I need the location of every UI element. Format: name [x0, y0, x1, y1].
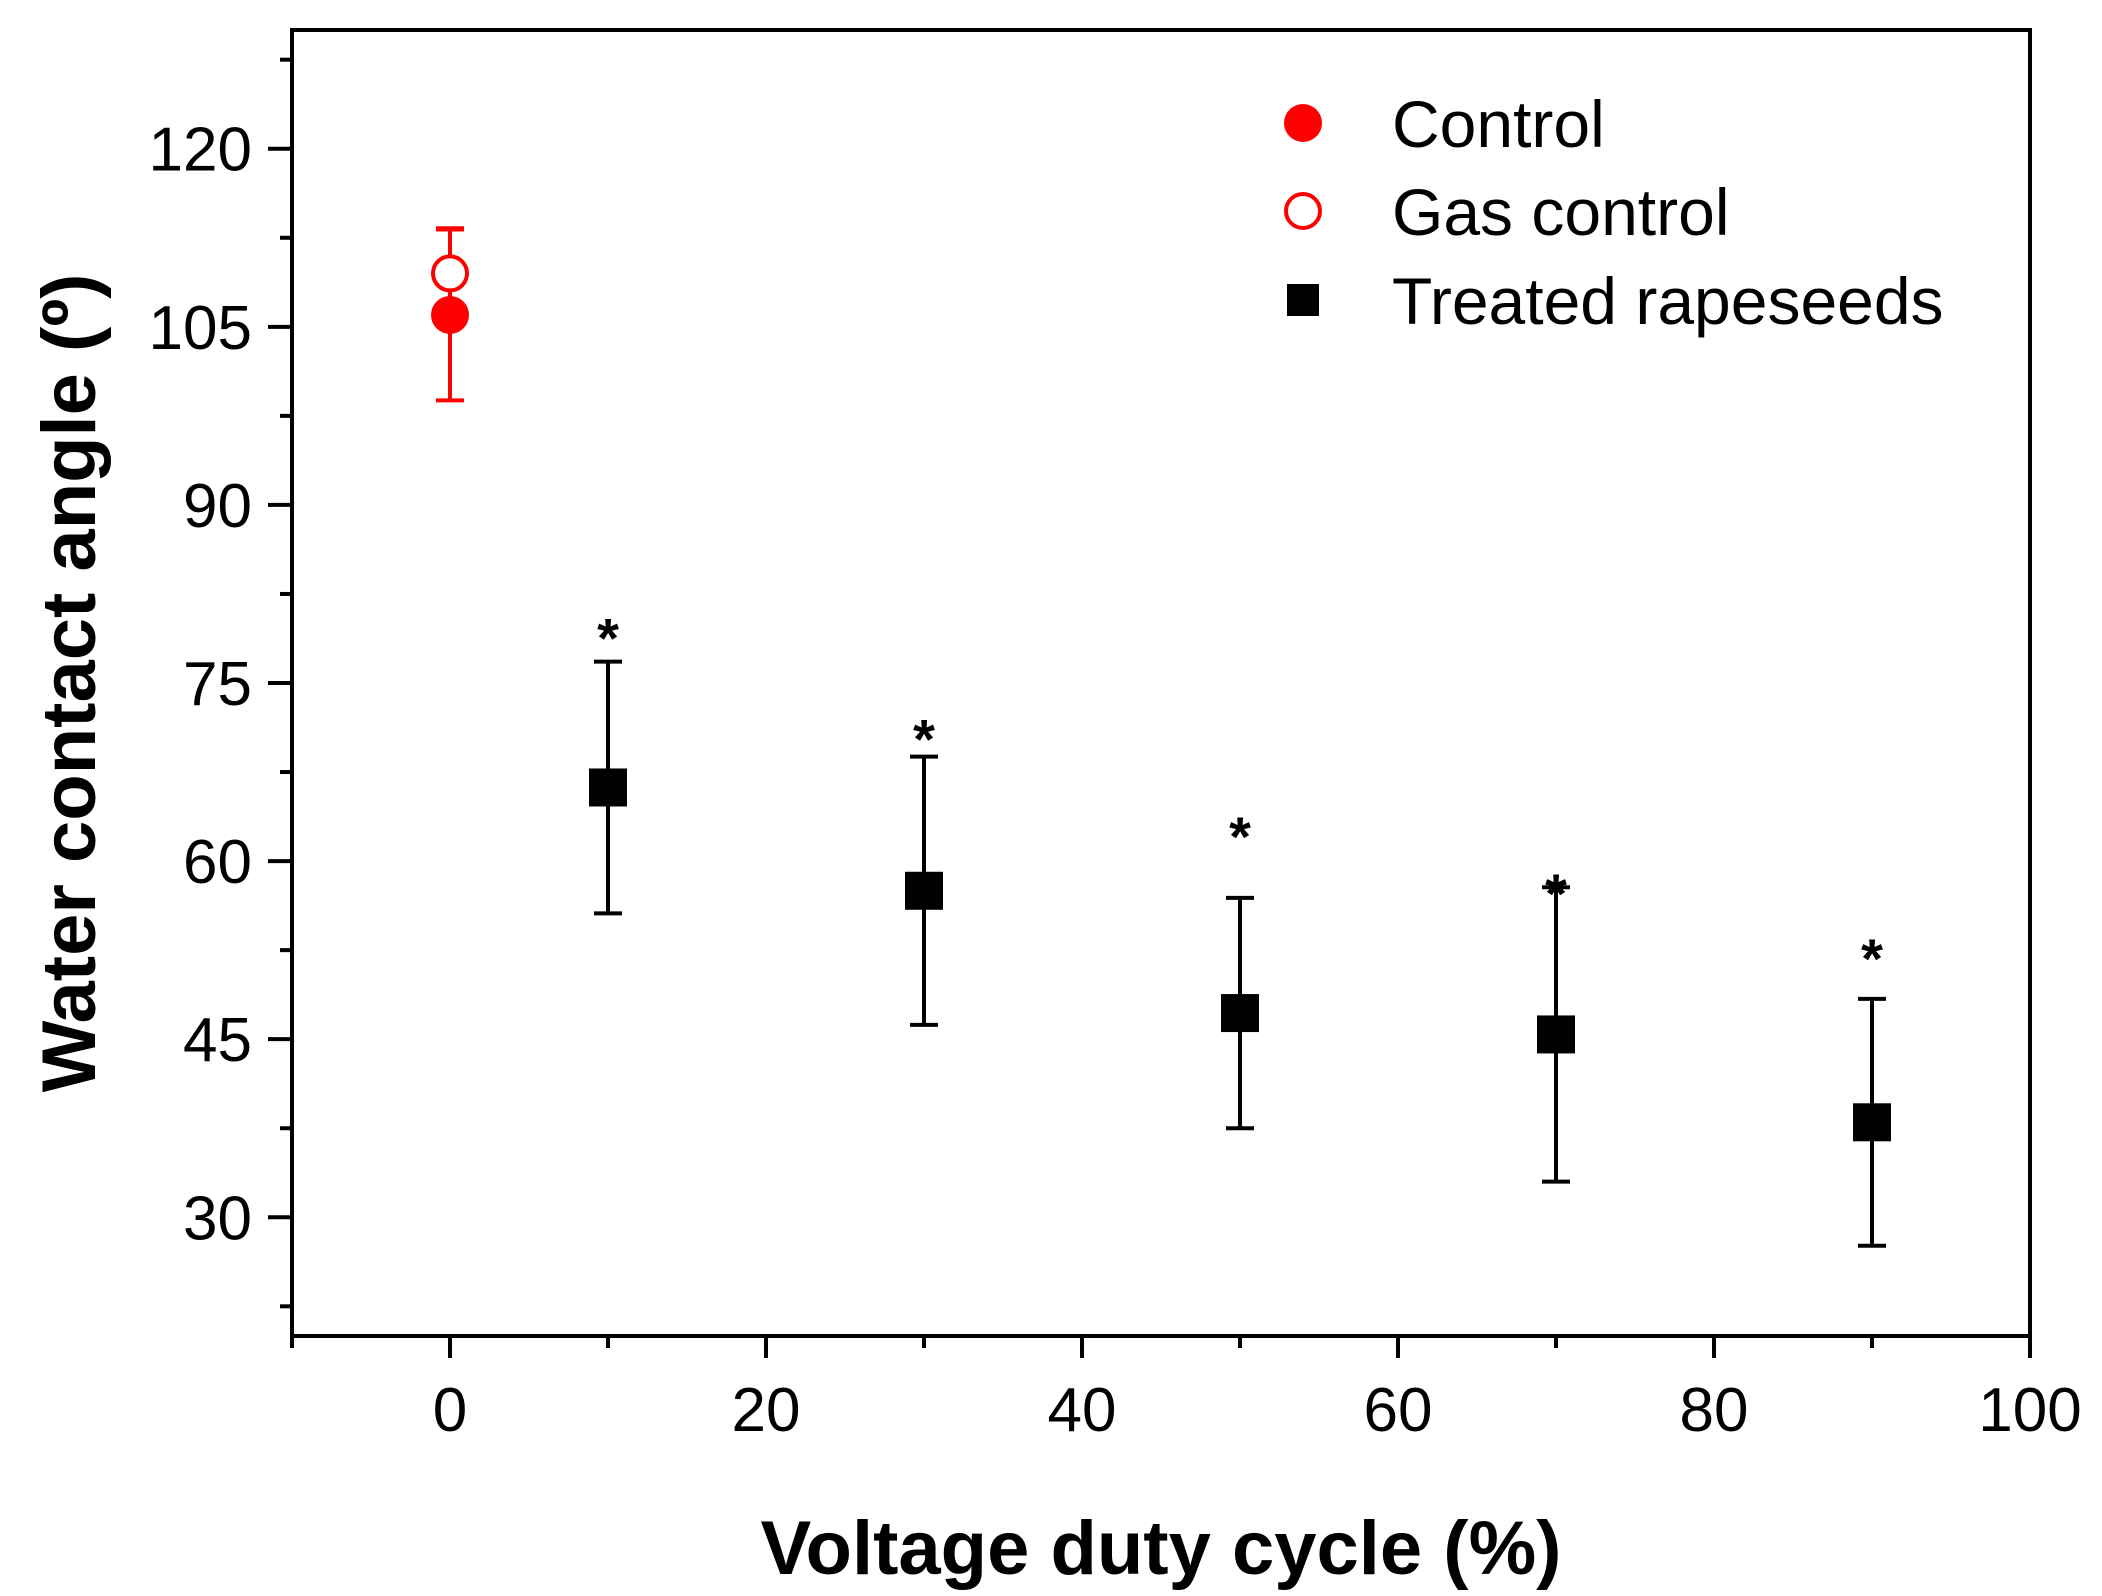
plot-frame [290, 28, 2032, 1338]
data-point-square [1853, 1103, 1891, 1142]
x-tick-label: 40 [1048, 1376, 1117, 1445]
data-point-square [589, 768, 627, 807]
x-tick-label: 0 [433, 1376, 467, 1445]
legend-symbol-treated [1287, 284, 1319, 316]
data-point-square [905, 871, 943, 910]
data-point-open-circle [431, 254, 469, 293]
significance-marker: * [1861, 927, 1883, 990]
legend-label: Control [1392, 87, 1605, 161]
y-tick-label: 90 [183, 472, 252, 541]
significance-marker: * [913, 707, 935, 770]
y-axis-title: Water contact angle (º) [27, 274, 112, 1093]
x-tick-label: 60 [1364, 1376, 1433, 1445]
y-tick-label: 60 [183, 828, 252, 897]
y-tick-label: 30 [183, 1184, 252, 1253]
y-tick-label: 105 [149, 294, 252, 363]
y-tick-label: 75 [183, 650, 252, 719]
x-tick-label: 20 [732, 1376, 801, 1445]
axis-ticks: 0 20 40 60 80 100 30 45 60 75 90 105 120 [149, 57, 2082, 1445]
significance-marker: * [1545, 862, 1567, 925]
data-point-square [1221, 994, 1259, 1033]
data-point-square [1537, 1015, 1575, 1054]
significance-marker: * [597, 607, 619, 670]
data-points: * * * * * [431, 226, 1891, 1248]
legend: Control Gas control Treated rapeseeds [1284, 87, 1944, 338]
legend-symbol-gas-control [1284, 192, 1322, 230]
significance-marker: * [1229, 805, 1251, 868]
x-axis-title: Voltage duty cycle (%) [760, 1506, 1561, 1591]
legend-label: Treated rapeseeds [1392, 264, 1944, 338]
legend-label: Gas control [1392, 175, 1729, 249]
y-tick-label: 45 [183, 1006, 252, 1075]
x-tick-label: 100 [1978, 1376, 2081, 1445]
legend-symbol-control [1284, 104, 1322, 142]
x-tick-label: 80 [1680, 1376, 1749, 1445]
y-tick-label: 120 [149, 116, 252, 185]
